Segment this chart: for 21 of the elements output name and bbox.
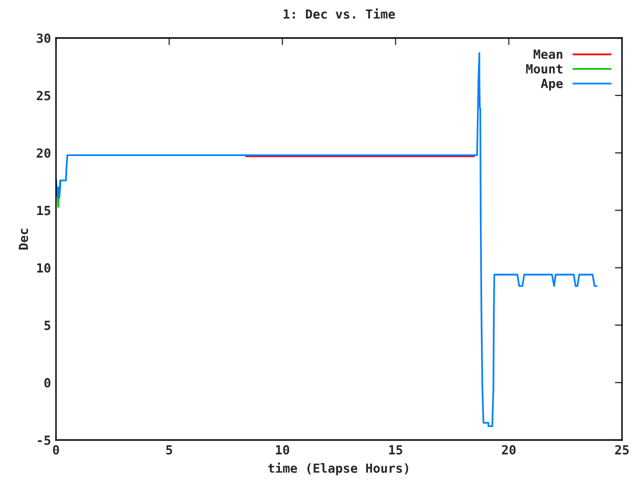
y-tick-label: 5 [44, 320, 50, 330]
y-tick-label: -5 [38, 436, 50, 445]
x-tick-label: 0 [52, 445, 60, 455]
legend-label: Mean [534, 50, 562, 59]
x-tick-label: 15 [389, 445, 402, 455]
chart-title: 1: Dec vs. Time [284, 8, 395, 19]
y-tick-label: 15 [37, 206, 50, 216]
legend-label: Mount [526, 64, 562, 74]
y-axis-title: Dec [18, 228, 28, 250]
x-tick-label: 5 [166, 445, 172, 455]
y-tick-label: 30 [36, 33, 50, 43]
y-tick-label: 25 [36, 90, 50, 100]
y-tick-label: 20 [36, 148, 50, 158]
x-tick-label: 10 [276, 445, 290, 455]
line-series [56, 180, 62, 208]
x-axis-title: time (Elapse Hours) [268, 462, 408, 476]
y-tick-label: 0 [44, 378, 50, 388]
x-tick-label: 20 [502, 445, 516, 455]
x-tick-label: 25 [615, 445, 629, 455]
legend-label: Ape [540, 78, 563, 91]
y-tick-label: 10 [37, 263, 50, 273]
